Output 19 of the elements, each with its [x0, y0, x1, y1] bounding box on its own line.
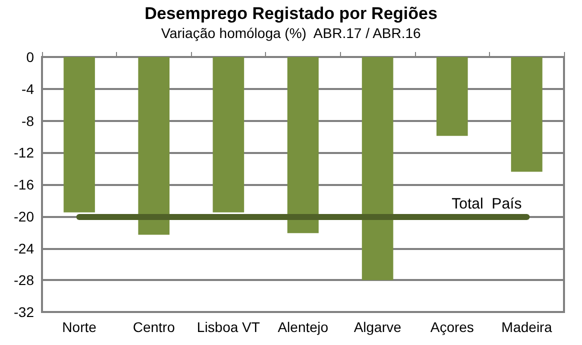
x-tick-label: Algarve — [354, 319, 402, 335]
y-tick-label: 0 — [26, 49, 34, 65]
x-tick-label: Centro — [132, 319, 176, 335]
y-tick-label: -28 — [14, 272, 34, 288]
ref-line-label: Total País — [452, 195, 522, 212]
x-tick-label: Norte — [62, 319, 97, 335]
y-tick-label: -24 — [14, 240, 34, 256]
x-tick-label: Lisboa VT — [196, 319, 260, 335]
chart-subtitle: Variação homóloga (%) ABR.17 / ABR.16 — [161, 25, 422, 41]
y-tick-label: -20 — [14, 208, 34, 224]
x-tick-label: Madeira — [501, 319, 552, 335]
y-tick-label: -12 — [14, 144, 34, 161]
y-tick-label: -8 — [22, 112, 34, 129]
x-tick-label: Alentejo — [278, 319, 329, 335]
x-tick-label: Açores — [430, 319, 474, 335]
y-tick-label: -16 — [14, 176, 34, 192]
y-tick-label: -4 — [22, 80, 34, 97]
y-tick-label: -32 — [14, 304, 34, 320]
chart-title: Desemprego Registado por Regiões — [144, 4, 438, 23]
